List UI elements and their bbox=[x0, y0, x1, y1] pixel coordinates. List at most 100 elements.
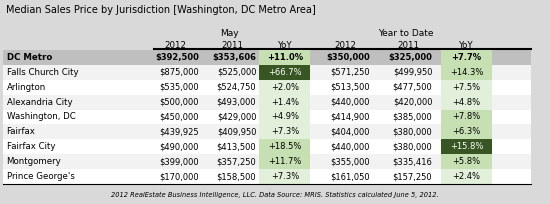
Text: +11.0%: +11.0% bbox=[267, 53, 303, 62]
Text: $490,000: $490,000 bbox=[160, 142, 199, 151]
Text: 2011: 2011 bbox=[221, 41, 243, 50]
Bar bbox=[441, 154, 492, 169]
Text: +18.5%: +18.5% bbox=[268, 142, 301, 151]
Text: 2012 RealEstate Business Intelligence, LLC. Data Source: MRIS. Statistics calcul: 2012 RealEstate Business Intelligence, L… bbox=[111, 192, 439, 198]
Text: $380,000: $380,000 bbox=[393, 142, 432, 151]
Bar bbox=[3, 169, 531, 184]
Text: $385,000: $385,000 bbox=[393, 112, 432, 122]
Bar bbox=[3, 80, 531, 95]
Text: +66.7%: +66.7% bbox=[268, 68, 302, 77]
Text: +7.7%: +7.7% bbox=[452, 53, 481, 62]
Text: $429,000: $429,000 bbox=[217, 112, 256, 122]
Bar bbox=[260, 139, 310, 154]
Text: $493,000: $493,000 bbox=[217, 98, 256, 107]
Text: 2011: 2011 bbox=[397, 41, 419, 50]
Text: Prince George's: Prince George's bbox=[7, 172, 74, 181]
Text: $414,900: $414,900 bbox=[330, 112, 370, 122]
Text: Alexandria City: Alexandria City bbox=[7, 98, 72, 107]
Text: +7.5%: +7.5% bbox=[452, 83, 481, 92]
Bar bbox=[260, 169, 310, 184]
Text: $353,606: $353,606 bbox=[212, 53, 256, 62]
Bar bbox=[441, 80, 492, 95]
Text: $413,500: $413,500 bbox=[217, 142, 256, 151]
Text: +4.8%: +4.8% bbox=[452, 98, 481, 107]
Text: 2012: 2012 bbox=[334, 41, 356, 50]
Text: $500,000: $500,000 bbox=[160, 98, 199, 107]
Bar bbox=[260, 95, 310, 110]
Bar bbox=[441, 139, 492, 154]
Text: $477,500: $477,500 bbox=[393, 83, 432, 92]
Text: $325,000: $325,000 bbox=[388, 53, 432, 62]
Text: +1.4%: +1.4% bbox=[271, 98, 299, 107]
Bar bbox=[3, 95, 531, 110]
Text: Median Sales Price by Jurisdiction [Washington, DC Metro Area]: Median Sales Price by Jurisdiction [Wash… bbox=[6, 5, 315, 15]
Text: Fairfax City: Fairfax City bbox=[7, 142, 55, 151]
Text: +7.3%: +7.3% bbox=[271, 127, 299, 136]
Text: May: May bbox=[221, 29, 239, 38]
Bar bbox=[260, 124, 310, 139]
Text: $170,000: $170,000 bbox=[160, 172, 199, 181]
Text: $161,050: $161,050 bbox=[330, 172, 370, 181]
Bar bbox=[3, 139, 531, 154]
Bar bbox=[260, 80, 310, 95]
Text: Washington, DC: Washington, DC bbox=[7, 112, 75, 122]
Text: YoY: YoY bbox=[278, 41, 292, 50]
Text: 2012: 2012 bbox=[164, 41, 186, 50]
Text: +2.0%: +2.0% bbox=[271, 83, 299, 92]
Text: $450,000: $450,000 bbox=[160, 112, 199, 122]
Bar bbox=[441, 169, 492, 184]
Text: YoY: YoY bbox=[459, 41, 474, 50]
Bar bbox=[441, 124, 492, 139]
Bar bbox=[260, 50, 310, 65]
Text: DC Metro: DC Metro bbox=[7, 53, 52, 62]
Text: $392,500: $392,500 bbox=[155, 53, 199, 62]
Text: Falls Church City: Falls Church City bbox=[7, 68, 78, 77]
Text: Fairfax: Fairfax bbox=[7, 127, 35, 136]
Bar bbox=[3, 50, 531, 65]
Text: $440,000: $440,000 bbox=[330, 98, 370, 107]
Text: $355,000: $355,000 bbox=[330, 157, 370, 166]
Text: $409,950: $409,950 bbox=[217, 127, 256, 136]
Text: +2.4%: +2.4% bbox=[453, 172, 480, 181]
Text: $571,250: $571,250 bbox=[330, 68, 370, 77]
Text: +6.3%: +6.3% bbox=[452, 127, 481, 136]
Text: $525,000: $525,000 bbox=[217, 68, 256, 77]
Text: $350,000: $350,000 bbox=[326, 53, 370, 62]
Text: $157,250: $157,250 bbox=[393, 172, 432, 181]
Bar bbox=[260, 65, 310, 80]
Text: +5.8%: +5.8% bbox=[452, 157, 481, 166]
Text: Montgomery: Montgomery bbox=[7, 157, 62, 166]
Text: +11.7%: +11.7% bbox=[268, 157, 301, 166]
Text: $357,250: $357,250 bbox=[217, 157, 256, 166]
Text: $524,750: $524,750 bbox=[217, 83, 256, 92]
Bar bbox=[3, 65, 531, 80]
Bar bbox=[260, 110, 310, 124]
Text: +7.3%: +7.3% bbox=[271, 172, 299, 181]
Text: +4.9%: +4.9% bbox=[271, 112, 299, 122]
Text: $420,000: $420,000 bbox=[393, 98, 432, 107]
Text: +7.8%: +7.8% bbox=[452, 112, 481, 122]
Text: $158,500: $158,500 bbox=[217, 172, 256, 181]
Text: Arlington: Arlington bbox=[7, 83, 46, 92]
Text: $513,500: $513,500 bbox=[330, 83, 370, 92]
Bar bbox=[441, 95, 492, 110]
Text: $499,950: $499,950 bbox=[393, 68, 432, 77]
Bar bbox=[441, 65, 492, 80]
Text: $380,000: $380,000 bbox=[393, 127, 432, 136]
Bar bbox=[3, 124, 531, 139]
Text: +15.8%: +15.8% bbox=[450, 142, 483, 151]
Text: $535,000: $535,000 bbox=[160, 83, 199, 92]
Bar bbox=[441, 110, 492, 124]
Text: Year to Date: Year to Date bbox=[378, 29, 433, 38]
Bar bbox=[441, 50, 492, 65]
Text: $440,000: $440,000 bbox=[330, 142, 370, 151]
Bar bbox=[3, 110, 531, 124]
Text: $399,000: $399,000 bbox=[160, 157, 199, 166]
Text: $875,000: $875,000 bbox=[160, 68, 199, 77]
Text: $335,416: $335,416 bbox=[393, 157, 432, 166]
Text: $404,000: $404,000 bbox=[330, 127, 370, 136]
Bar bbox=[260, 154, 310, 169]
Bar bbox=[3, 154, 531, 169]
Text: +14.3%: +14.3% bbox=[450, 68, 483, 77]
Text: $439,925: $439,925 bbox=[160, 127, 199, 136]
